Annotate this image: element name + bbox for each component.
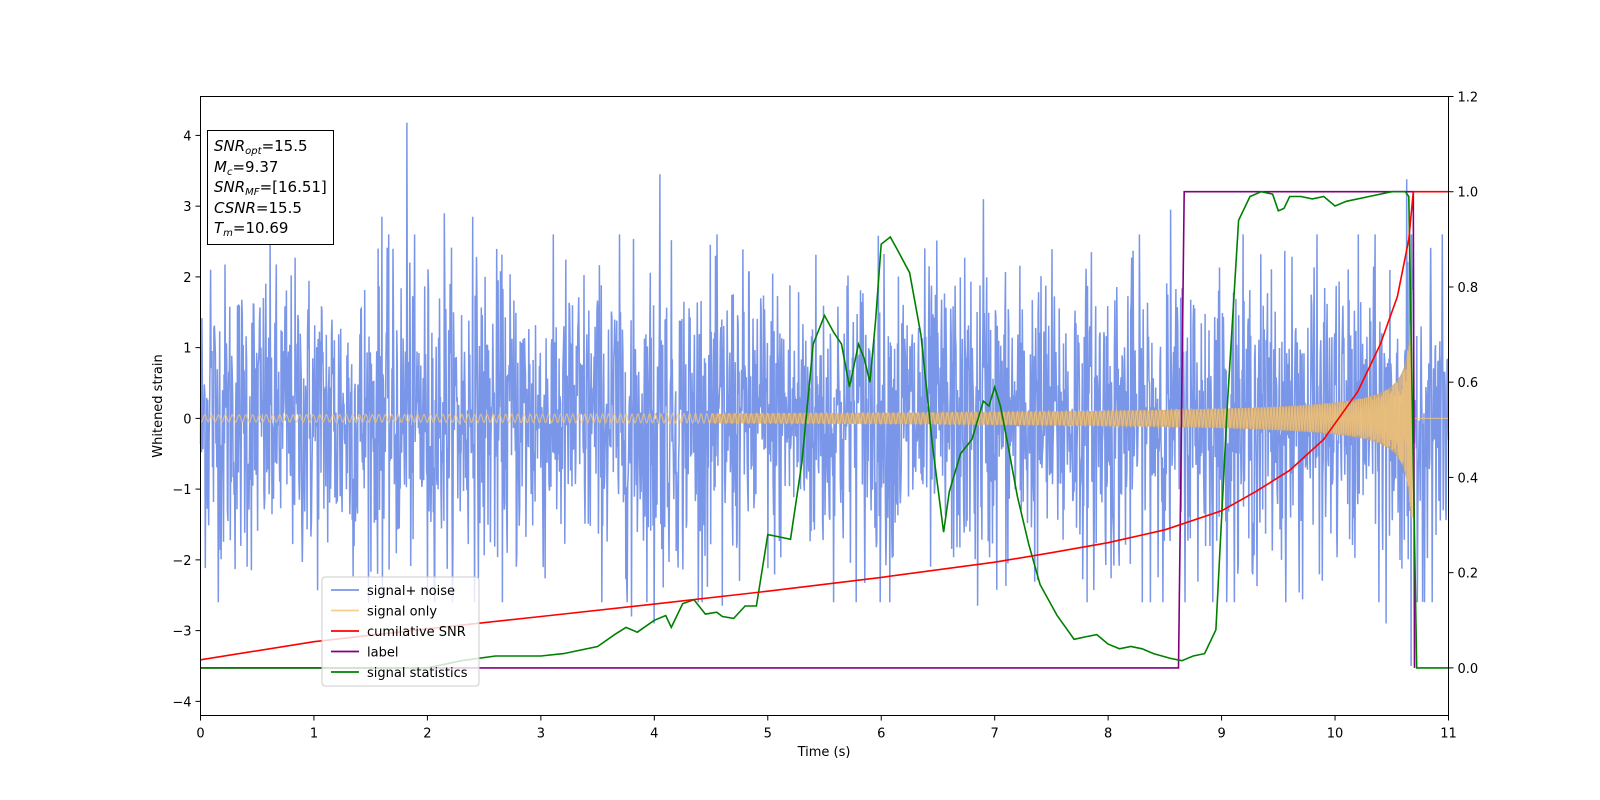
- x-axis-label: Time (s): [797, 745, 851, 760]
- y2-tick-label: 0.6: [1458, 376, 1479, 391]
- cumulative-snr-line: [200, 190, 1449, 661]
- y-tick-label: 1: [183, 342, 191, 357]
- x-tick-label: 8: [1104, 727, 1112, 742]
- y-tick-label: 3: [183, 200, 191, 215]
- signal-noise-series: [199, 122, 1450, 667]
- legend: signal+ noise signal only cumilative SNR la…: [321, 576, 480, 687]
- y-axis-label: Whitened strain: [151, 354, 166, 457]
- y2-tick-label: 1.2: [1458, 91, 1479, 106]
- y2-tick-label: 1.0: [1458, 186, 1479, 201]
- x-tick-label: 7: [991, 727, 999, 742]
- x-tick-label: 10: [1327, 727, 1344, 742]
- x-tick-label: 0: [196, 727, 204, 742]
- snr-info-box: SNRopt=15.5 Mc=9.37 SNRMF=[16.51] CSNR=1…: [207, 130, 334, 245]
- x-tick-label: 9: [1217, 727, 1225, 742]
- legend-label: signal+ noise: [367, 584, 455, 599]
- y-tick-label: −4: [172, 695, 191, 710]
- legend-box: [321, 576, 480, 687]
- signal-only-series: [199, 306, 1449, 531]
- snr-opt-row: SNRopt=15.5: [214, 137, 308, 157]
- tm-row: Tm=10.69: [214, 219, 289, 239]
- y-tick-label: −1: [172, 483, 191, 498]
- x-tick-label: 1: [310, 727, 318, 742]
- y-tick-label: −3: [172, 625, 191, 640]
- x-tick-label: 3: [537, 727, 545, 742]
- y2-axis-ticks: 0.0 0.2 0.4 0.6 0.8 1.0 1.2: [1448, 91, 1479, 677]
- label-line: [200, 190, 1416, 669]
- legend-label: label: [367, 646, 398, 661]
- y-axis-ticks: −4 −3 −2 −1 0 1 2 3 4: [172, 129, 201, 710]
- x-axis-ticks: 0 1 2 3 4 5 6 7 8 9 10 11: [196, 715, 1457, 742]
- right-axis-series: [200, 190, 1449, 669]
- legend-label: cumilative SNR: [367, 625, 466, 640]
- x-tick-label: 4: [650, 727, 658, 742]
- y-tick-label: −2: [172, 554, 191, 569]
- y-tick-label: 2: [183, 271, 191, 286]
- y-tick-label: 4: [183, 129, 191, 144]
- signal-statistics-line: [200, 190, 1449, 669]
- snr-mf-row: SNRMF=[16.51]: [214, 178, 327, 198]
- legend-label: signal statistics: [367, 666, 468, 681]
- y2-tick-label: 0.8: [1458, 281, 1479, 296]
- y-tick-label: 0: [183, 412, 191, 427]
- plot-frame: [200, 96, 1449, 716]
- mc-row: Mc=9.37: [214, 157, 279, 178]
- signal-only-line: [199, 324, 1449, 519]
- signal-only-envelope: [711, 306, 1414, 531]
- x-tick-label: 2: [423, 727, 431, 742]
- x-tick-label: 6: [877, 727, 885, 742]
- y2-tick-label: 0.0: [1458, 662, 1479, 677]
- y2-tick-label: 0.2: [1458, 567, 1479, 582]
- y2-tick-label: 0.4: [1458, 471, 1479, 486]
- x-tick-label: 5: [764, 727, 772, 742]
- csnr-row: CSNR=15.5: [214, 198, 302, 217]
- legend-label: signal only: [367, 605, 437, 620]
- x-tick-label: 11: [1440, 727, 1457, 742]
- signal-noise-line: [199, 122, 1450, 667]
